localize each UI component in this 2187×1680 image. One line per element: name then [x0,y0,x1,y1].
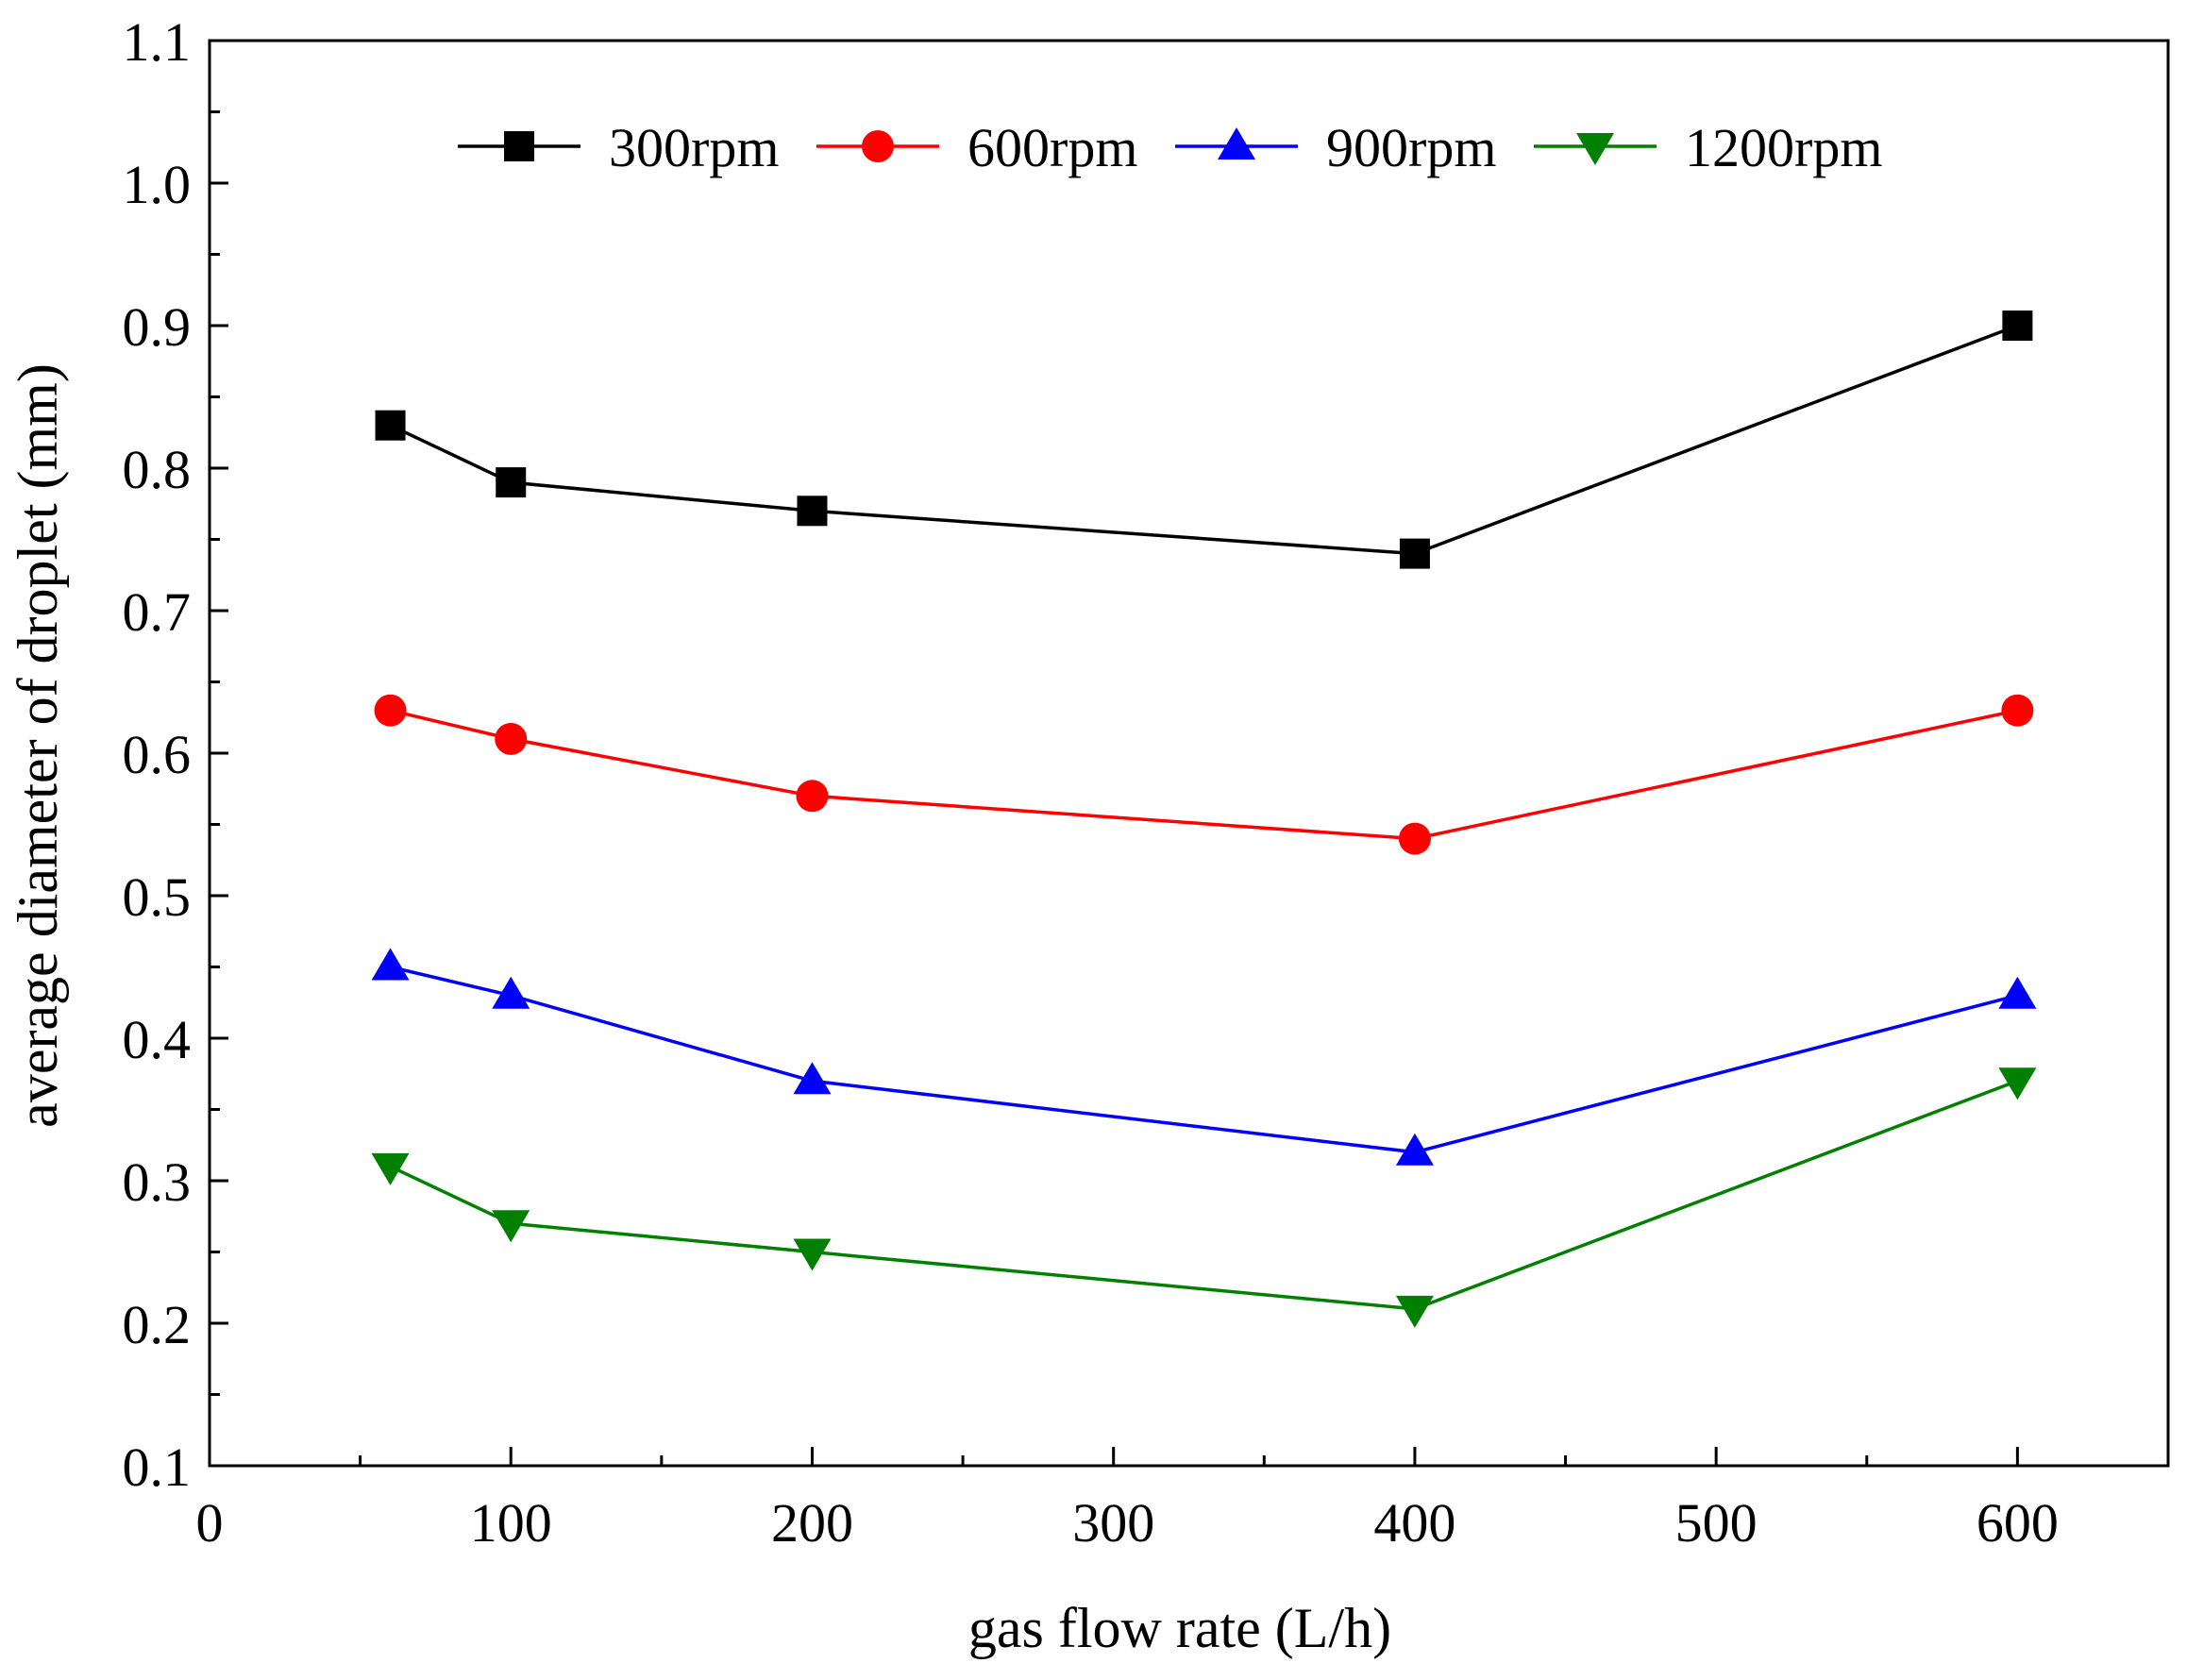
y-tick-label: 0.9 [123,296,192,358]
legend: 300rpm 600rpm 900rpm 1200rpm [458,117,1882,178]
series-line-600rpm [390,708,2018,841]
legend-marker-900rpm [1218,127,1255,160]
ticks-group: 0.1 0.2 0.3 0.4 0.5 0.6 0.7 0.8 0.9 1.0 1.1 0 100 200… [123,11,2059,1554]
y-axis-label: average diameter of droplet (mm) [7,363,69,1128]
x-tick-label: 100 [470,1492,552,1554]
legend-marker-1200rpm [1576,133,1614,165]
y-tick-label: 0.5 [123,866,192,928]
data-point-300rpm [375,410,406,441]
y-tick-label: 0.4 [123,1009,192,1070]
data-point-900rpm [1395,1133,1434,1166]
series-group [371,311,2037,1328]
x-tick-label: 0 [196,1492,224,1554]
data-point-300rpm [797,496,828,527]
legend-label-1200rpm: 1200rpm [1685,117,1882,178]
series-line-900rpm [390,965,2018,1154]
data-point-1200rpm [793,1238,832,1271]
series-line-1200rpm [389,1079,2019,1311]
y-tick-label: 0.7 [123,581,192,643]
plot-frame [208,39,2170,1468]
data-point-900rpm [492,976,530,1009]
y-tick-label: 1.0 [123,154,192,215]
y-tick-label: 0.1 [123,1436,192,1498]
data-point-1200rpm [371,1152,410,1185]
data-point-1200rpm [492,1210,530,1243]
data-point-1200rpm [1998,1067,2037,1100]
data-point-1200rpm [1395,1295,1434,1328]
x-tick-label: 600 [1977,1492,2059,1554]
x-axis-label: gas flow rate (L/h) [968,1597,1391,1659]
data-point-300rpm [496,467,527,498]
plot-frame-group [208,39,2170,1468]
x-tick-label: 200 [771,1492,853,1554]
x-tick-label: 500 [1675,1492,1758,1554]
legend-label-600rpm: 600rpm [967,117,1137,178]
legend-label-900rpm: 900rpm [1326,117,1496,178]
x-tick-label: 400 [1373,1492,1455,1554]
y-tick-label: 0.2 [123,1294,192,1355]
data-point-600rpm [796,780,829,813]
data-point-900rpm [371,948,410,981]
series-line-300rpm [389,324,2019,556]
data-point-300rpm [2002,311,2033,341]
data-point-600rpm [374,694,407,727]
legend-label-300rpm: 300rpm [609,117,779,178]
legend-marker-300rpm [504,131,534,161]
y-tick-label: 0.3 [123,1151,192,1213]
y-tick-label: 1.1 [123,11,192,73]
x-tick-label: 300 [1072,1492,1154,1554]
data-point-600rpm [1398,822,1431,855]
data-point-900rpm [793,1062,832,1095]
data-point-600rpm [495,722,528,755]
data-point-300rpm [1399,538,1430,569]
y-tick-label: 0.8 [123,439,192,500]
legend-marker-600rpm [862,130,894,162]
data-point-900rpm [1998,976,2037,1009]
data-point-600rpm [2001,694,2034,727]
y-tick-label: 0.6 [123,724,192,785]
